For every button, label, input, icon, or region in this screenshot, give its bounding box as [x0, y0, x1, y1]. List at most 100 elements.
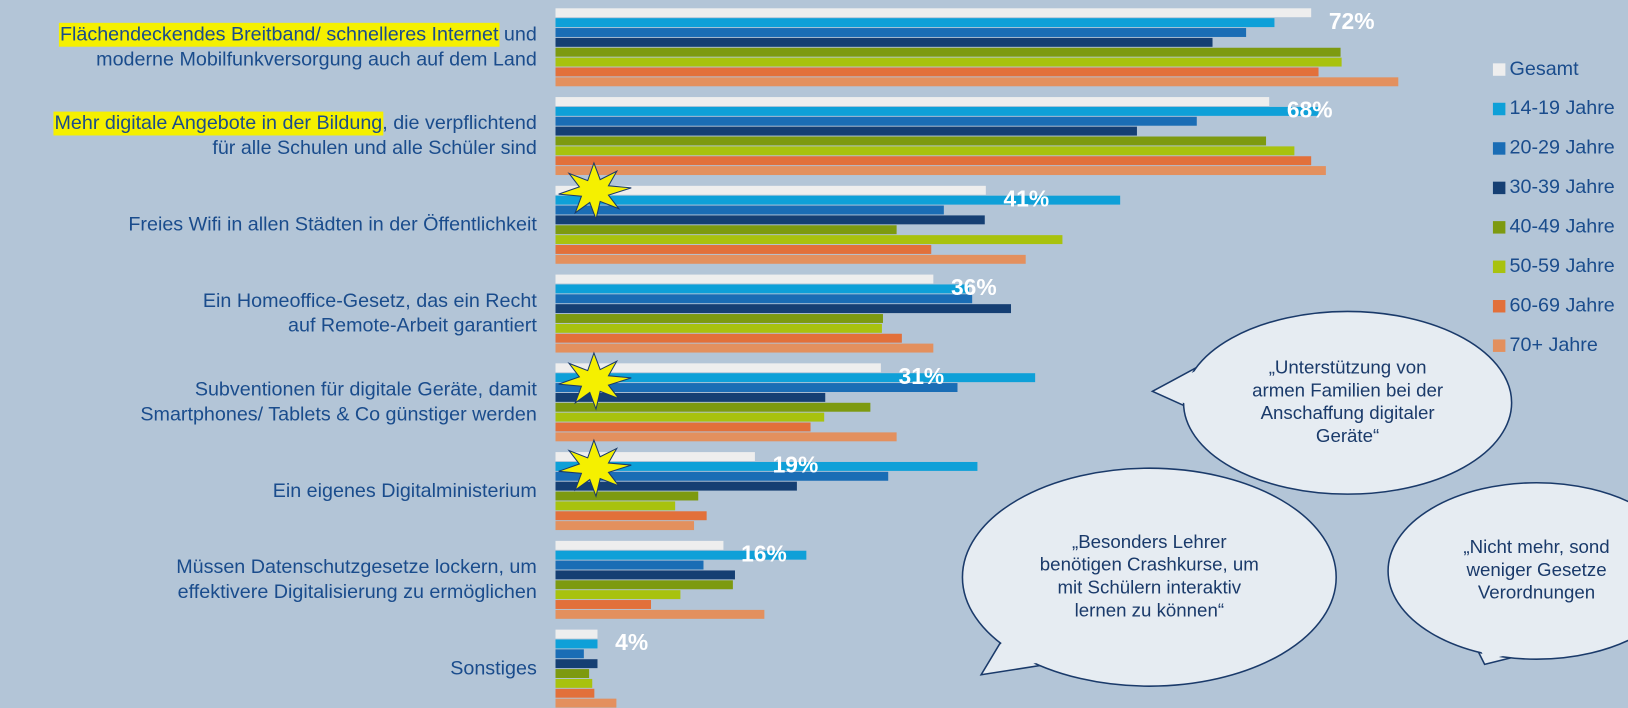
- category-label: auf Remote-Arbeit garantiert: [288, 315, 537, 337]
- bar: [555, 521, 695, 531]
- bar: [555, 560, 704, 570]
- bar: [555, 580, 733, 590]
- annotation-text: mit Schülern interaktiv: [1057, 577, 1241, 598]
- annotation-text: lernen zu können“: [1075, 599, 1224, 620]
- category-label: moderne Mobilfunkversorgung auch auf dem…: [96, 48, 537, 70]
- legend-swatch: [1492, 102, 1506, 116]
- legend-swatch: [1492, 339, 1506, 352]
- bar: [555, 146, 1295, 156]
- bar: [555, 274, 934, 284]
- category-text: und: [498, 23, 536, 45]
- annotation-text: „Besonders Lehrer: [1072, 531, 1227, 552]
- bar: [555, 373, 1036, 383]
- stars: [558, 161, 632, 499]
- bar: [555, 659, 598, 669]
- bar: [555, 383, 958, 392]
- bar: [555, 97, 1270, 106]
- category-label: Ein Homeoffice-Gesetz, das ein Recht: [203, 290, 537, 312]
- bar: [555, 225, 897, 235]
- annotation-text: armen Familien bei der: [1252, 379, 1443, 400]
- bar: [555, 106, 1319, 116]
- bar: [555, 402, 871, 412]
- bar: [555, 461, 978, 471]
- bar: [555, 304, 1012, 314]
- category-label: Freies Wifi in allen Städten in der Öffe…: [128, 213, 537, 235]
- legend-label: 60-69 Jahre: [1510, 294, 1615, 316]
- highlight: [53, 111, 384, 136]
- bubble-tail: [985, 618, 1084, 672]
- bar: [555, 511, 707, 521]
- bar: [555, 422, 811, 432]
- bar: [555, 570, 735, 580]
- legend-swatch: [1492, 181, 1506, 195]
- category-label: Müssen Datenschutzgesetze lockern, um: [176, 556, 537, 578]
- value-label: 36%: [951, 274, 997, 300]
- value-label: 68%: [1287, 97, 1333, 123]
- bar: [555, 77, 1399, 87]
- bar: [555, 363, 881, 373]
- value-label: 19%: [773, 452, 819, 478]
- category-label: Subventionen für digitale Geräte, damit: [195, 379, 538, 401]
- bubble: [1387, 481, 1628, 660]
- bar: [555, 540, 724, 550]
- bar: [555, 333, 902, 343]
- annotation-text: „Nicht mehr, sond: [1463, 536, 1609, 557]
- bar: [555, 392, 826, 402]
- legend-label: Gesamt: [1510, 58, 1580, 80]
- bar: [555, 47, 1341, 57]
- bar: [555, 481, 797, 491]
- bar: [555, 669, 590, 678]
- bar: [555, 8, 1312, 18]
- value-label: 72%: [1329, 8, 1375, 34]
- bar: [555, 28, 1247, 37]
- bar: [555, 156, 1312, 166]
- value-label: 4%: [615, 629, 648, 655]
- category-label: Sonstiges: [450, 657, 537, 679]
- labels: 72% Flächendeckendes Breitband/ schneller…: [53, 8, 1615, 679]
- legend-label: 20-29 Jahre: [1510, 137, 1615, 159]
- bar: [555, 294, 973, 304]
- star: [558, 438, 632, 499]
- bar: [555, 471, 889, 481]
- highlight-text: Flächendeckendes Breitband/ schnelleres …: [60, 23, 499, 45]
- category-label: effektivere Digitalisierung zu ermöglich…: [178, 581, 537, 603]
- annotation-text: „Unterstützung von: [1269, 356, 1427, 377]
- bar: [555, 185, 986, 195]
- bar: [555, 590, 681, 600]
- value-label: 31%: [899, 363, 945, 389]
- legend-swatch: [1492, 142, 1506, 155]
- legend-label: 14-19 Jahre: [1510, 97, 1615, 119]
- bar: [555, 37, 1213, 47]
- bar: [555, 136, 1267, 146]
- bar: [555, 235, 1063, 245]
- bar: [555, 649, 584, 659]
- bar: [555, 284, 970, 294]
- value-label: 16%: [741, 540, 787, 566]
- bar: [555, 205, 944, 215]
- legend-label: 30-39 Jahre: [1510, 176, 1615, 198]
- bar: [555, 195, 1121, 205]
- bar: [555, 491, 699, 501]
- bar: [555, 314, 883, 323]
- bar: [555, 698, 617, 708]
- annotation-text: Anschaffung digitaler: [1261, 402, 1435, 423]
- category-label: Smartphones/ Tablets & Co günstiger werd…: [140, 403, 536, 425]
- bar: [555, 244, 932, 254]
- legend-swatch: [1492, 300, 1506, 313]
- category-label: Flächendeckendes Breitband/ schnelleres …: [60, 23, 537, 45]
- bubble-tail: [1155, 365, 1207, 408]
- bar: [555, 412, 825, 422]
- bar: [555, 432, 897, 442]
- highlight: [58, 22, 500, 47]
- bar: [555, 215, 985, 225]
- bar: [555, 254, 1026, 264]
- star: [558, 161, 632, 221]
- bubble: [961, 467, 1337, 687]
- category-label: Mehr digitale Angebote in der Bildung, d…: [54, 112, 536, 134]
- bar: [555, 323, 882, 333]
- bar: [555, 18, 1275, 28]
- legend-swatch: [1492, 260, 1506, 274]
